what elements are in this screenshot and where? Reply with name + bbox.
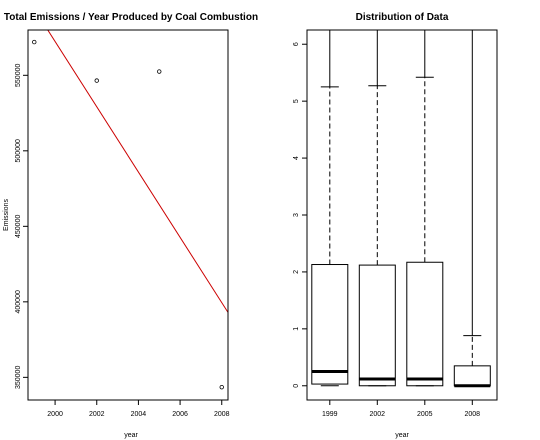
x-tick-label: 2004	[131, 411, 147, 418]
boxplot-area	[311, 30, 491, 388]
y-tick-label: 5	[293, 99, 300, 103]
box-body	[453, 365, 491, 387]
x-tick-label: 2006	[172, 411, 188, 418]
box-2002	[358, 30, 396, 387]
x-tick-label: 2000	[47, 411, 63, 418]
y-tick-label: 1	[293, 327, 300, 331]
x-tick-label: 2002	[89, 411, 105, 418]
data-point	[219, 384, 224, 390]
y-tick-label: 2	[293, 270, 300, 274]
data-point	[94, 78, 99, 83]
box-1999	[311, 30, 349, 387]
y-tick-label: 6	[293, 42, 300, 46]
x-tick-label: 2005	[417, 411, 433, 418]
scatter-plot-frame	[27, 29, 229, 401]
data-point	[157, 69, 162, 74]
box-2008	[453, 30, 491, 388]
boxplot-y-axis: 0 1 2 3 4 5 6	[293, 42, 307, 388]
scatter-x-axis: 2000 2002 2004 2006 2008	[47, 400, 230, 418]
scatter-y-axis-label: Emissions	[3, 199, 10, 231]
y-tick-label: 400000	[15, 290, 22, 313]
distribution-boxplot-chart: Distribution of Data 1999 2002 2005 2008 0 1…	[293, 12, 498, 439]
data-point	[32, 39, 37, 45]
x-tick-label: 2008	[214, 411, 230, 418]
y-tick-label: 0	[293, 384, 300, 388]
emissions-scatter-chart: Total Emissions / Year Produced by Coal …	[3, 12, 258, 439]
trend-line	[47, 30, 228, 313]
boxplot-chart-title: Distribution of Data	[356, 12, 449, 23]
scatter-plot-area	[32, 30, 228, 390]
box-body	[358, 264, 396, 387]
y-tick-label: 3	[293, 213, 300, 217]
y-tick-label: 4	[293, 156, 300, 160]
scatter-x-axis-label: year	[124, 432, 138, 439]
boxplot-x-axis: 1999 2002 2005 2008	[322, 400, 480, 418]
x-tick-label: 2002	[370, 411, 386, 418]
scatter-chart-title: Total Emissions / Year Produced by Coal …	[4, 12, 258, 23]
scatter-points	[32, 39, 224, 390]
box-body	[311, 264, 349, 385]
y-tick-label: 500000	[15, 139, 22, 162]
x-tick-label: 1999	[322, 411, 338, 418]
box-2005	[406, 30, 444, 387]
y-tick-label: 350000	[15, 366, 22, 389]
boxplot-x-axis-label: year	[395, 432, 409, 439]
box-body	[406, 261, 444, 387]
y-tick-label: 450000	[15, 215, 22, 238]
scatter-y-axis: 350000 400000 450000 500000 550000	[15, 64, 28, 389]
y-tick-label: 550000	[15, 64, 22, 87]
x-tick-label: 2008	[465, 411, 481, 418]
